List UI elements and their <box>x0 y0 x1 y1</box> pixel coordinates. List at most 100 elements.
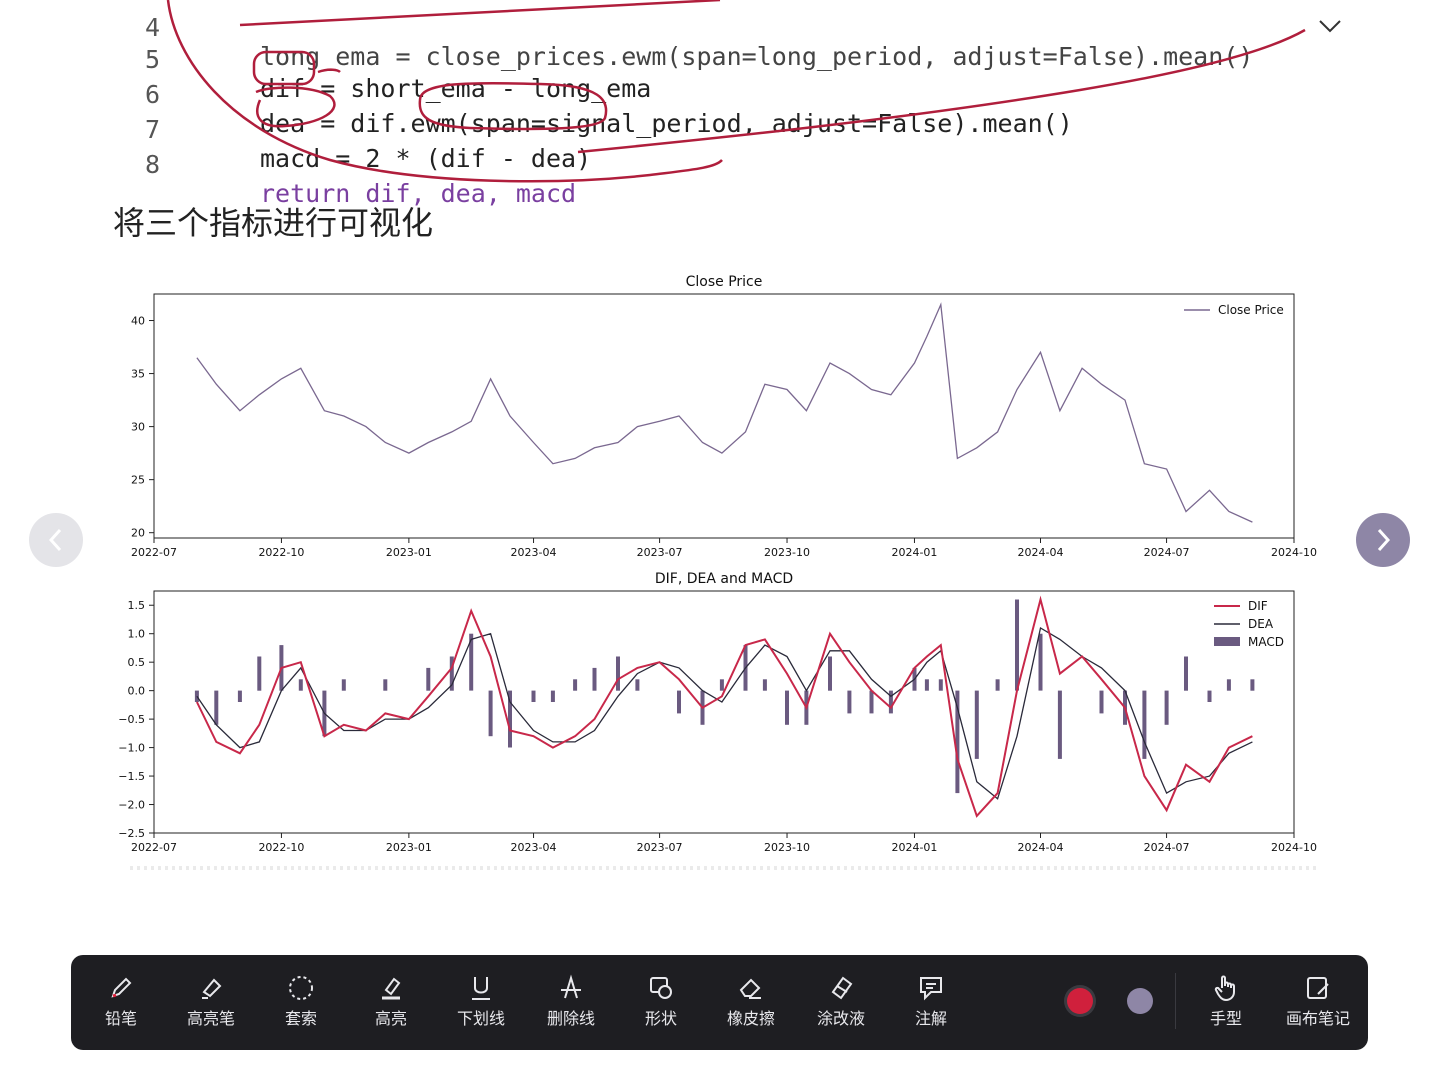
tool-label: 手型 <box>1209 1009 1242 1028</box>
macd-bar <box>573 679 578 691</box>
x-tick-label: 2022-10 <box>258 841 304 854</box>
y-tick-label: −0.5 <box>118 713 145 726</box>
macd-bar <box>1015 599 1019 691</box>
y-tick-label: −1.5 <box>118 770 145 783</box>
shape-icon <box>650 977 672 999</box>
legend-label: DEA <box>1248 617 1274 631</box>
code-line: 6 dea = dif.ewm(span=signal_period, adju… <box>0 51 1073 138</box>
x-tick-label: 2022-07 <box>131 546 177 559</box>
legend-label: DIF <box>1248 599 1268 613</box>
y-tick-label: 30 <box>131 421 145 434</box>
section-heading: 将三个指标进行可视化 <box>113 204 434 242</box>
next-page-button[interactable] <box>1356 513 1410 567</box>
y-tick-label: −2.5 <box>118 827 145 840</box>
dea-line <box>196 626 1253 800</box>
color-swatch-red[interactable] <box>1067 988 1093 1014</box>
code-text: dif = short_ema - long_ema <box>260 74 652 103</box>
chevron-right-icon <box>1377 528 1391 552</box>
code-text: return dif, dea, macd <box>260 179 577 208</box>
macd-bar <box>1099 690 1104 714</box>
macd-bar <box>677 690 681 714</box>
x-tick-label: 2022-10 <box>258 546 304 559</box>
tool-highlighter-pen[interactable]: 高亮笔 <box>171 973 251 1029</box>
code-text: macd = 2 * (dif - dea) <box>260 144 592 173</box>
y-tick-label: 25 <box>131 474 145 487</box>
tool-correction-fluid[interactable]: 涂改液 <box>801 973 881 1029</box>
color-swatch-purple[interactable] <box>1127 988 1153 1014</box>
chart-title: Close Price <box>686 274 763 290</box>
x-tick-label: 2023-01 <box>386 841 432 854</box>
tool-pencil[interactable]: 铅笔 <box>81 973 161 1029</box>
tool-strikethrough[interactable]: 删除线 <box>531 973 611 1029</box>
pencil-icon <box>111 977 132 998</box>
tool-annotation[interactable]: 注解 <box>891 973 971 1029</box>
tool-hand[interactable]: 手型 <box>1186 973 1266 1029</box>
highlighter-pen-icon <box>202 978 222 999</box>
correction-fluid-icon <box>831 976 853 1000</box>
macd-bar <box>1038 633 1043 691</box>
chevron-left-icon <box>48 528 62 552</box>
macd-bar <box>1184 656 1188 691</box>
divider <box>130 866 1320 870</box>
tool-eraser[interactable]: 橡皮擦 <box>711 973 791 1029</box>
prev-page-button[interactable] <box>29 513 83 567</box>
y-tick-label: −1.0 <box>118 742 145 755</box>
lasso-icon <box>289 976 313 1000</box>
dif-line <box>196 595 1253 818</box>
code-text: long_ema = close_prices.ewm(span=long_pe… <box>260 42 1254 71</box>
macd-bar <box>237 690 242 702</box>
close-price-line <box>196 302 1253 523</box>
macd-bar <box>426 667 431 691</box>
macd-bar <box>1250 679 1255 691</box>
tool-label: 套索 <box>284 1009 317 1028</box>
tool-label: 下划线 <box>456 1009 505 1028</box>
x-tick-label: 2023-04 <box>511 841 557 854</box>
code-line: 7 macd = 2 * (dif - dea) <box>0 86 591 173</box>
chevron-down-icon[interactable] <box>1316 14 1344 38</box>
macd-bar <box>1226 679 1231 691</box>
macd-bar <box>531 690 536 702</box>
canvas-note-icon <box>1307 977 1329 999</box>
strikethrough-icon <box>561 974 581 999</box>
tool-label: 高亮笔 <box>186 1009 235 1028</box>
code-line: 8 return dif, dea, macd <box>0 121 576 208</box>
macd-bar <box>469 633 474 691</box>
tool-lasso[interactable]: 套索 <box>261 973 341 1029</box>
tool-label: 形状 <box>644 1009 677 1028</box>
annotation-icon <box>920 977 942 1001</box>
code-line: 5 dif = short_ema - long_ema <box>0 16 651 103</box>
macd-bar <box>847 690 852 714</box>
x-tick-label: 2023-10 <box>764 546 810 559</box>
x-tick-label: 2024-01 <box>891 841 937 854</box>
chart-legend: Close Price <box>1184 303 1284 317</box>
line-number: 5 <box>144 45 160 74</box>
macd-figure: Close Price 20 25 30 35 40 2022-07 2022-10 202… <box>118 274 1317 854</box>
macd-bar <box>955 690 960 794</box>
hand-icon <box>1214 975 1235 1002</box>
macd-bar <box>1142 690 1147 759</box>
line-number: 6 <box>144 80 160 109</box>
y-tick-label: 40 <box>131 315 145 328</box>
tool-underline[interactable]: 下划线 <box>441 973 521 1029</box>
tool-shape[interactable]: 形状 <box>621 973 701 1029</box>
x-tick-label: 2023-07 <box>637 841 683 854</box>
tool-canvas-note[interactable]: 画布笔记 <box>1278 973 1358 1029</box>
macd-bar <box>869 690 874 714</box>
macd-bar <box>762 679 767 691</box>
chart-frame <box>153 590 1295 834</box>
y-tick-label: −2.0 <box>118 799 145 812</box>
macd-bar <box>719 679 724 691</box>
tool-label: 删除线 <box>546 1009 595 1028</box>
tool-label: 高亮 <box>374 1009 407 1028</box>
macd-bar <box>635 679 640 691</box>
code-block: 4 long_ema = close_prices.ewm(span=long_… <box>0 0 1440 208</box>
highlight-icon <box>382 977 401 1000</box>
macd-bar <box>298 679 303 691</box>
macd-bar <box>828 656 832 691</box>
y-tick-label: 0.0 <box>128 685 146 698</box>
line-number: 7 <box>144 115 160 144</box>
macd-bar <box>550 690 555 702</box>
x-tick-label: 2024-01 <box>891 546 937 559</box>
tool-highlight[interactable]: 高亮 <box>351 973 431 1029</box>
chart-title: DIF, DEA and MACD <box>655 571 793 587</box>
